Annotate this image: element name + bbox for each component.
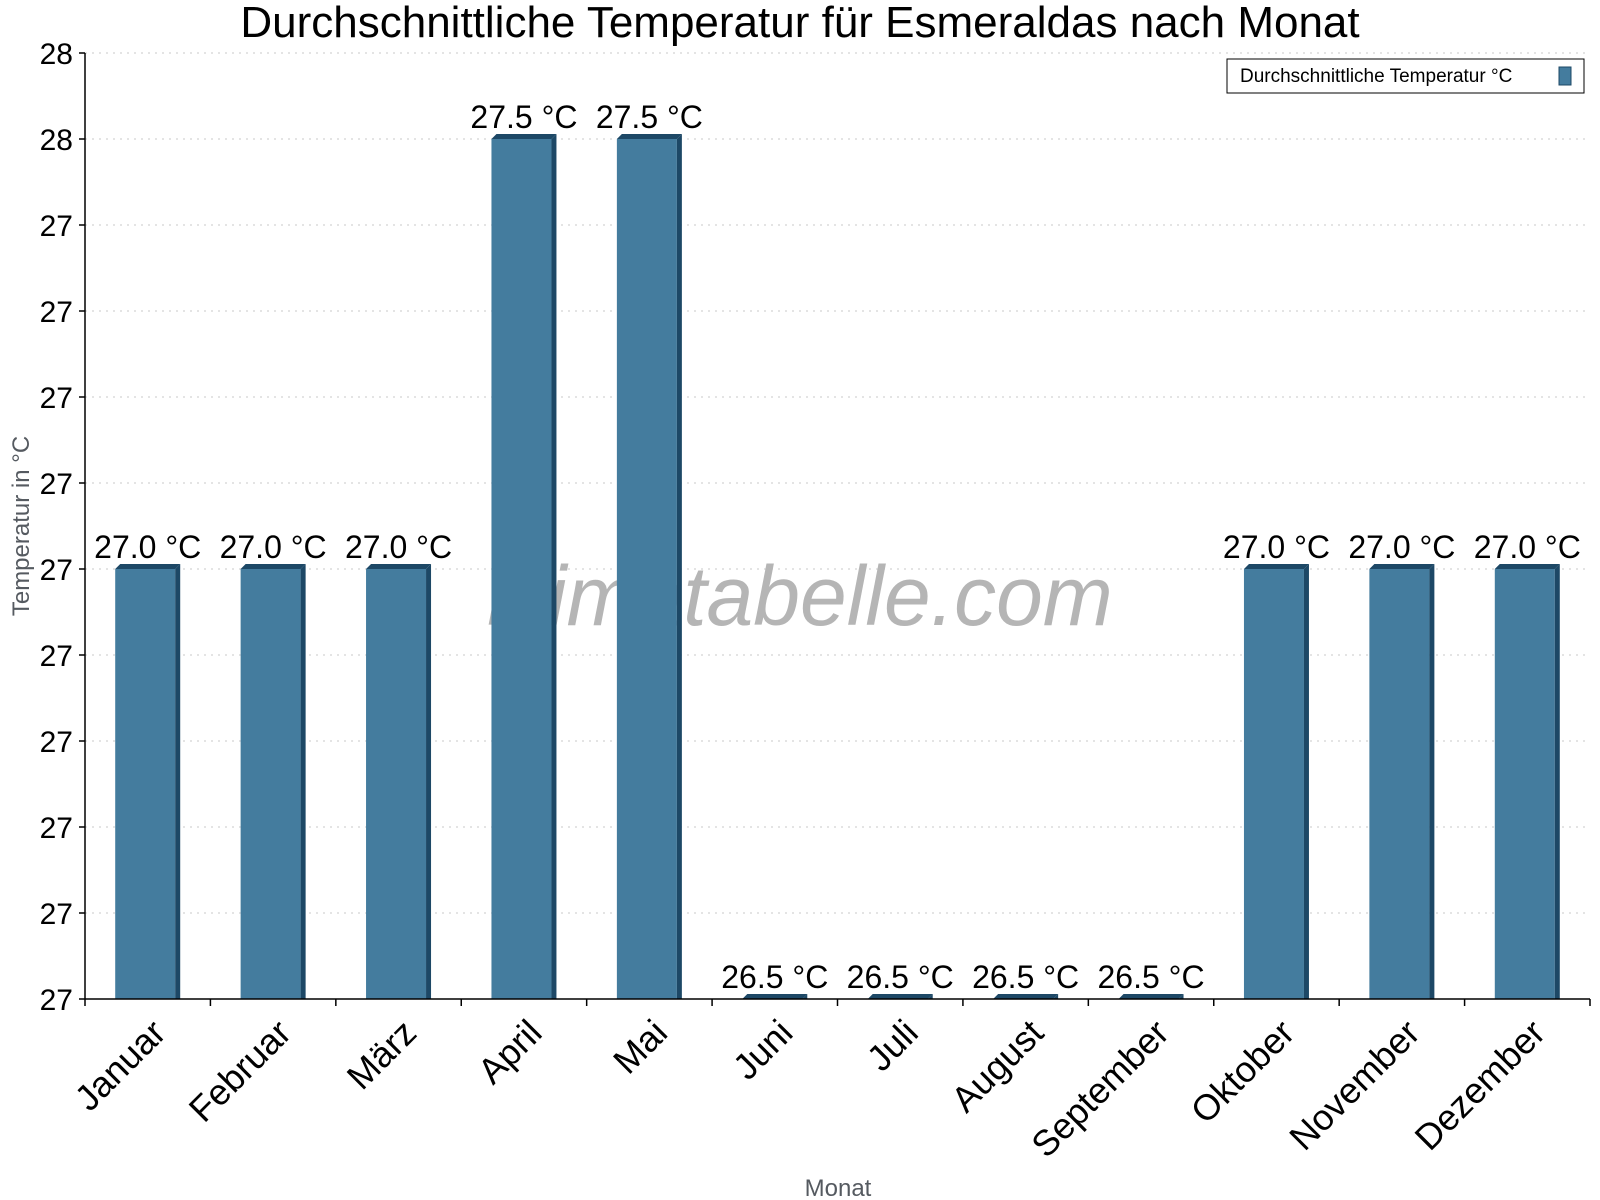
bar-top <box>993 994 1059 999</box>
data-label: 26.5 °C <box>972 959 1079 995</box>
y-tick-label: 27 <box>40 554 73 587</box>
bar-6 <box>742 994 808 999</box>
bar-front <box>1494 569 1555 999</box>
bar-top <box>1369 564 1435 569</box>
data-label: 26.5 °C <box>847 959 954 995</box>
data-label: 27.0 °C <box>345 529 452 565</box>
y-tick-label: 27 <box>40 898 73 931</box>
legend-swatch <box>1558 66 1572 86</box>
data-label: 27.0 °C <box>1474 529 1581 565</box>
bar-side <box>1429 564 1435 999</box>
bar-top <box>1243 564 1309 569</box>
y-tick-label: 27 <box>40 468 73 501</box>
data-label: 27.5 °C <box>470 99 577 135</box>
x-tick-label: November <box>1281 1012 1427 1158</box>
data-label: 26.5 °C <box>1098 959 1205 995</box>
x-tick-label: August <box>943 1012 1051 1120</box>
bar-side <box>300 564 306 999</box>
bar-side <box>551 134 557 999</box>
watermark: klimatabelle.com <box>487 549 1113 643</box>
data-label: 27.0 °C <box>1223 529 1330 565</box>
y-tick-label: 27 <box>40 382 73 415</box>
bar-front <box>366 569 427 999</box>
bar-top <box>867 994 933 999</box>
bar-side <box>1303 564 1309 999</box>
bars <box>115 134 1560 999</box>
legend-label: Durchschnittliche Temperatur °C <box>1240 66 1512 87</box>
bar-side <box>1554 564 1560 999</box>
axes <box>84 53 1590 1000</box>
bar-4 <box>491 134 557 999</box>
bar-top <box>366 564 432 569</box>
x-tick-label: Mai <box>605 1012 675 1082</box>
grid-lines <box>85 52 1590 914</box>
bar-front <box>115 569 176 999</box>
bar-5 <box>616 134 682 999</box>
bar-front <box>1243 569 1304 999</box>
y-tick-label: 28 <box>40 38 73 71</box>
bar-11 <box>1369 564 1435 999</box>
legend: Durchschnittliche Temperatur °C <box>1226 58 1585 94</box>
x-tick-label: März <box>339 1012 425 1098</box>
x-tick-label: April <box>470 1012 550 1092</box>
y-tick-label: 27 <box>40 210 73 243</box>
y-tick-label: 27 <box>40 640 73 673</box>
bar-10 <box>1243 564 1309 999</box>
bar-front <box>616 139 677 999</box>
y-tick-label: 27 <box>40 984 73 1017</box>
y-axis-label: Temperatur in °C <box>8 436 35 616</box>
data-label: 27.0 °C <box>220 529 327 565</box>
y-tick-label: 27 <box>40 296 73 329</box>
data-label: 27.0 °C <box>94 529 201 565</box>
x-tick-label: Juli <box>859 1012 926 1079</box>
y-tick-label: 28 <box>40 124 73 157</box>
bar-1 <box>115 564 181 999</box>
x-axis-ticks: Januar Februar März April Mai Juni Juli AugustS… <box>67 999 1591 1166</box>
bar-side <box>676 134 682 999</box>
bar-8 <box>993 994 1059 999</box>
bar-12 <box>1494 564 1560 999</box>
chart-title: Durchschnittliche Temperatur für Esmeral… <box>240 0 1359 47</box>
bar-front <box>491 139 552 999</box>
bar-front <box>240 569 301 999</box>
y-tick-label: 27 <box>40 812 73 845</box>
bar-2 <box>240 564 306 999</box>
x-tick-label: Dezember <box>1407 1012 1553 1158</box>
x-tick-label: Januar <box>67 1012 174 1119</box>
data-label: 27.0 °C <box>1348 529 1455 565</box>
bar-top <box>1118 994 1184 999</box>
bar-3 <box>366 564 432 999</box>
bar-top <box>742 994 808 999</box>
legend-box <box>1226 58 1585 94</box>
bar-top <box>616 134 682 139</box>
y-axis-ticks: 27 27 27 27 27 27 27 27 27 27 28 28 <box>40 38 85 1017</box>
y-tick-label: 27 <box>40 726 73 759</box>
x-tick-label: Februar <box>181 1012 299 1130</box>
data-labels: 27.0 °C 27.0 °C 27.0 °C 27.5 °C 27.5 °C 26.5 … <box>94 99 1581 995</box>
bar-9 <box>1118 994 1184 999</box>
bar-top <box>240 564 306 569</box>
x-tick-label: Oktober <box>1183 1012 1303 1132</box>
bar-side <box>426 564 432 999</box>
bar-7 <box>867 994 933 999</box>
bar-top <box>491 134 557 139</box>
data-label: 27.5 °C <box>596 99 703 135</box>
x-tick-label: September <box>1023 1012 1177 1166</box>
bar-top <box>115 564 181 569</box>
data-label: 26.5 °C <box>721 959 828 995</box>
x-axis-label: Monat <box>805 1175 872 1200</box>
bar-front <box>1369 569 1430 999</box>
bar-side <box>175 564 181 999</box>
bar-top <box>1494 564 1560 569</box>
x-tick-label: Juni <box>725 1012 801 1088</box>
